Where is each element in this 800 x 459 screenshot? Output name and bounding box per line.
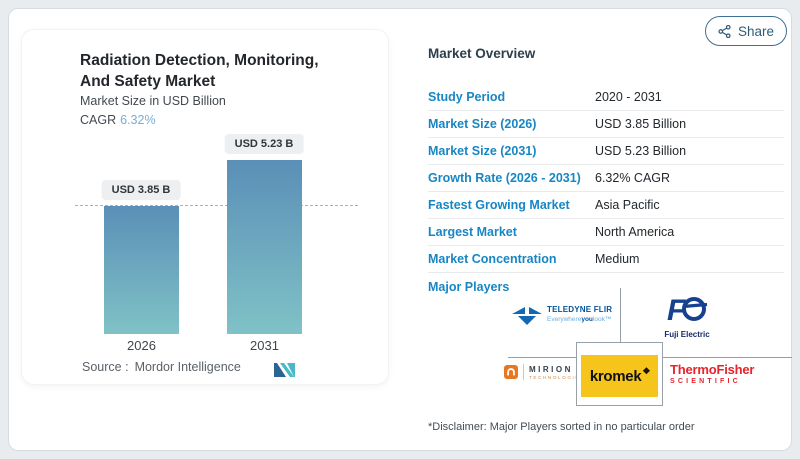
bar-2026 — [104, 206, 179, 334]
source-value: Mordor Intelligence — [134, 360, 241, 374]
row-value: Asia Pacific — [595, 198, 660, 212]
thermo-fisher-logo: ThermoFisher SCIENTIFIC — [670, 362, 754, 385]
x-axis-label-2031: 2031 — [250, 338, 279, 353]
bar-value-label-2026: USD 3.85 B — [101, 180, 181, 200]
mirion-sub: TECHNOLOGIES — [529, 374, 585, 380]
teledyne-name: TELEDYNE FLIR — [547, 305, 613, 314]
fuji-electric-logo: F Fuji Electric — [652, 294, 722, 339]
table-row: Market Concentration Medium — [428, 246, 784, 273]
kromek-name: kromek❖ — [589, 366, 651, 385]
source-attribution: Source : Mordor Intelligence — [82, 360, 342, 378]
row-value: Medium — [595, 252, 640, 266]
table-row: Growth Rate (2026 - 2031) 6.32% CAGR — [428, 165, 784, 192]
major-players-label: Major Players — [428, 280, 510, 294]
teledyne-tagline: Everywhereyoulook™ — [547, 316, 612, 323]
source-label: Source : — [82, 360, 129, 374]
row-value: North America — [595, 225, 675, 239]
table-row: Largest Market North America — [428, 219, 784, 246]
bar-value-label-2031: USD 5.23 B — [224, 134, 304, 154]
kromek-plus-icon: ❖ — [642, 366, 651, 376]
chart-subtitle: Market Size in USD Billion — [80, 94, 226, 108]
mirion-divider — [523, 364, 524, 380]
row-label: Market Size (2031) — [428, 144, 537, 158]
mirion-icon — [504, 365, 518, 379]
mordor-intelligence-logo-icon — [274, 363, 295, 377]
row-label: Largest Market — [428, 225, 517, 239]
chart-card: Radiation Detection, Monitoring, And Saf… — [22, 30, 388, 384]
cagr-label: CAGR — [80, 113, 117, 127]
table-row: Fastest Growing Market Asia Pacific — [428, 192, 784, 219]
fuji-name: Fuji Electric — [664, 330, 710, 339]
row-label: Study Period — [428, 90, 506, 104]
row-value: 6.32% CAGR — [595, 171, 671, 185]
share-button[interactable]: Share — [705, 16, 788, 46]
row-value: USD 5.23 Billion — [595, 144, 687, 158]
fuji-fe-icon: F — [667, 294, 708, 327]
row-label: Growth Rate (2026 - 2031) — [428, 171, 581, 185]
mirion-logo: MIRION TECHNOLOGIES — [504, 364, 585, 380]
kromek-logo: kromek❖ — [581, 355, 658, 397]
chart-cagr: CAGR 6.32% — [80, 113, 156, 127]
mirion-name: MIRION — [529, 364, 573, 374]
reference-dashed-line — [75, 205, 358, 206]
table-row: Market Size (2031) USD 5.23 Billion — [428, 138, 784, 165]
x-axis-label-2026: 2026 — [127, 338, 156, 353]
table-row: Study Period 2020 - 2031 — [428, 84, 784, 111]
logo-grid-vertical-divider — [620, 288, 621, 357]
kromek-logo-card: kromek❖ — [576, 342, 663, 406]
row-label: Market Size (2026) — [428, 117, 537, 131]
disclaimer-text: *Disclaimer: Major Players sorted in no … — [428, 421, 695, 433]
teledyne-flir-logo: TELEDYNE FLIR Everywhereyoulook™ — [512, 305, 612, 325]
teledyne-bird-icon — [512, 307, 542, 325]
thermo-name: ThermoFisher — [670, 362, 755, 377]
share-button-label: Share — [738, 23, 775, 39]
market-overview-heading: Market Overview — [428, 46, 536, 61]
table-row: Market Size (2026) USD 3.85 Billion — [428, 111, 784, 138]
row-label: Market Concentration — [428, 252, 557, 266]
svg-text:F: F — [667, 294, 686, 324]
market-overview-table: Study Period 2020 - 2031 Market Size (20… — [428, 84, 784, 273]
row-value: 2020 - 2031 — [595, 90, 662, 104]
row-label: Fastest Growing Market — [428, 198, 570, 212]
bar-2031 — [227, 160, 302, 334]
cagr-value: 6.32% — [120, 113, 156, 127]
share-icon — [718, 24, 731, 38]
row-value: USD 3.85 Billion — [595, 117, 687, 131]
thermo-sub: SCIENTIFIC — [670, 378, 741, 385]
chart-title: Radiation Detection, Monitoring, And Saf… — [80, 52, 319, 90]
